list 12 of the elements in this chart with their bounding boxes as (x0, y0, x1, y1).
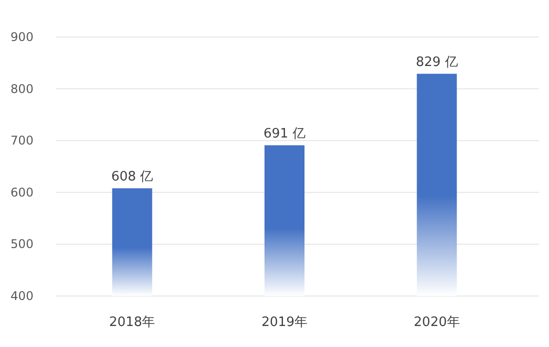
x-tick-label: 2018年 (109, 315, 156, 330)
y-tick-label: 500 (10, 237, 34, 252)
y-tick-label: 900 (10, 30, 34, 44)
data-label: 691 亿 (264, 126, 306, 142)
data-label: 829 亿 (416, 54, 458, 70)
y-tick-label: 700 (10, 134, 34, 148)
x-tick-label: 2019年 (261, 315, 308, 330)
y-tick-label: 400 (10, 289, 34, 303)
data-label: 608 亿 (111, 169, 154, 184)
x-tick-label: 2020年 (414, 315, 460, 330)
y-tick-label: 800 (10, 82, 34, 96)
y-tick-label: 600 (10, 185, 34, 200)
